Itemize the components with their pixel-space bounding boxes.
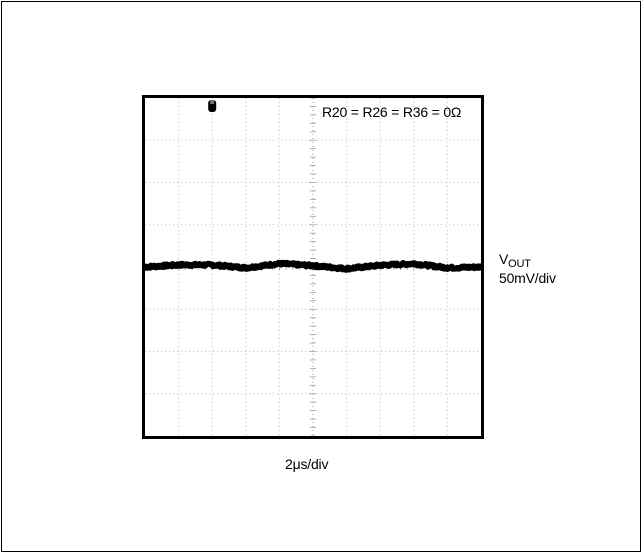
time-scale-label: 2μs/div	[285, 456, 329, 472]
resistor-annotation: R20 = R26 = R36 = 0Ω	[322, 104, 462, 120]
vout-trace-point	[411, 260, 417, 266]
vout-trace-point	[276, 260, 282, 266]
vout-label-subscript: OUT	[508, 258, 531, 270]
vout-trace-point	[444, 264, 450, 270]
vout-trace-point	[176, 261, 182, 267]
vout-trace-point	[377, 261, 383, 267]
vout-trace-point	[209, 261, 215, 267]
vout-label-main: V	[499, 251, 509, 267]
trigger-marker-highlight	[210, 100, 215, 104]
vout-label: VOUT	[499, 251, 531, 272]
vout-trace-point	[344, 265, 350, 271]
vout-trace-point	[243, 264, 249, 270]
scope-plot	[142, 95, 484, 439]
scope-border	[142, 95, 484, 439]
vertical-scale-label: 50mV/div	[499, 270, 556, 286]
vout-trace-point	[310, 262, 316, 268]
oscilloscope-screen	[142, 95, 484, 439]
